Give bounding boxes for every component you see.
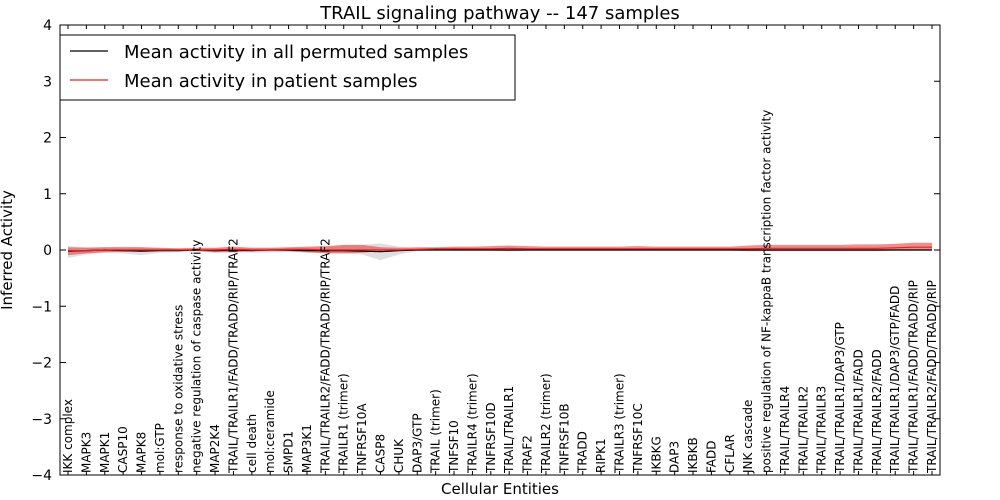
- x-tick-label: TNFRSF10D: [484, 402, 498, 474]
- x-tick-label: MAPK8: [135, 432, 149, 473]
- x-tick-label: TRAIL/TRAILR4: [778, 386, 792, 474]
- x-tick-label: cell death: [245, 414, 259, 473]
- x-tick-label: TRAIL (trimer): [429, 389, 443, 474]
- x-tick-label: TRAF2: [521, 435, 535, 474]
- x-tick-label: SMPD1: [282, 431, 296, 473]
- x-tick-label: CHUK: [392, 438, 406, 473]
- x-tick-label: TRAIL/TRAILR2/FADD: [870, 349, 884, 474]
- x-tick-label: JNK cascade: [741, 400, 755, 474]
- x-tick-label: IKK complex: [61, 399, 75, 473]
- x-tick-label: TNFRSF10C: [631, 403, 645, 474]
- x-tick-label: TNFSF10: [447, 420, 461, 474]
- x-tick-label: positive regulation of NF-kappaB transcr…: [760, 110, 774, 473]
- legend-box: [59, 34, 516, 101]
- y-tick-label: −4: [31, 468, 52, 484]
- x-tick-label: TRAIL/TRAILR1/FADD/TRADD/RIP/TRAF2: [226, 238, 240, 474]
- x-tick-label: TNFRSF10A: [355, 403, 369, 474]
- x-tick-label: TRAIL/TRAILR1/FADD/TRADD/RIP: [907, 280, 921, 474]
- x-tick-label: TRAIL/TRAILR2/FADD/TRADD/RIP/TRAF2: [318, 238, 332, 474]
- y-tick-label: −2: [31, 356, 52, 372]
- x-tick-label: CASP10: [116, 426, 130, 473]
- x-tick-label: TRAILR4 (trimer): [465, 373, 479, 474]
- x-tick-label: RIPK1: [594, 438, 608, 473]
- y-tick-label: 2: [43, 131, 52, 147]
- y-tick-label: −1: [31, 299, 52, 315]
- y-axis-label: Inferred Activity: [0, 190, 16, 310]
- x-tick-label: IKBKB: [686, 437, 700, 473]
- x-tick-label: TRAIL/TRAILR2: [796, 386, 810, 474]
- x-tick-label: TRAIL/TRAILR1: [502, 386, 516, 474]
- legend-label-patient: Mean activity in patient samples: [124, 71, 418, 92]
- x-tick-label: TRAIL/TRAILR1/DAP3/GTP/FADD: [888, 286, 902, 474]
- x-tick-label: MAP2K4: [208, 424, 222, 473]
- x-tick-label: MAPK1: [98, 432, 112, 473]
- y-tick-label: −3: [31, 412, 52, 428]
- x-tick-label: mol:GTP: [153, 423, 167, 473]
- patient-samples-line: [68, 246, 932, 252]
- x-tick-label: mol:ceramide: [263, 390, 277, 473]
- x-tick-label: DAP3/GTP: [410, 413, 424, 473]
- x-tick-label: negative regulation of caspase activity: [190, 240, 204, 473]
- y-tick-label: 4: [43, 18, 52, 34]
- y-tick-label: 0: [43, 243, 52, 259]
- x-tick-label: TRAILR3 (trimer): [613, 373, 627, 474]
- x-tick-label: DAP3: [668, 441, 682, 473]
- x-tick-label: TRAIL/TRAILR1/FADD: [852, 349, 866, 474]
- x-tick-label: FADD: [704, 441, 718, 474]
- x-tick-label: TRAILR1 (trimer): [337, 373, 351, 474]
- legend: Mean activity in all permuted samples Me…: [59, 34, 516, 101]
- x-tick-label: TNFRSF10B: [557, 403, 571, 474]
- x-axis-label: Cellular Entities: [441, 480, 559, 498]
- x-tick-label: TRAIL/TRAILR1/DAP3/GTP: [833, 322, 847, 474]
- x-tick-label: response to oxidative stress: [171, 305, 185, 473]
- y-tick-label: 3: [43, 74, 52, 90]
- x-tick-label: CFLAR: [723, 434, 737, 473]
- x-tick-label: MAPK3: [79, 432, 93, 473]
- plot-frame: [59, 24, 941, 476]
- y-tick-label: 1: [43, 187, 52, 203]
- x-tick-label: TRADD: [576, 431, 590, 474]
- x-tick-label: TRAIL/TRAILR2/FADD/TRADD/RIP: [925, 280, 939, 474]
- legend-label-permuted: Mean activity in all permuted samples: [124, 42, 468, 63]
- x-tick-label: TRAIL/TRAILR3: [815, 386, 829, 474]
- x-tick-label: IKBKG: [649, 436, 663, 473]
- chart-title: TRAIL signaling pathway -- 147 samples: [319, 3, 680, 24]
- x-tick-label: MAP3K1: [300, 424, 314, 473]
- x-tick-label: TRAILR2 (trimer): [539, 373, 553, 474]
- x-tick-label: CASP8: [374, 434, 388, 473]
